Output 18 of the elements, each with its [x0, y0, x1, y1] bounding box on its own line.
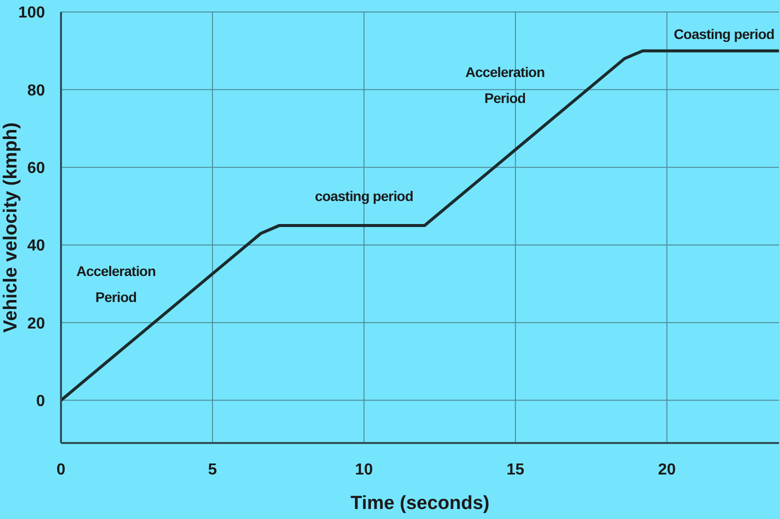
y-tick-label: 20: [27, 315, 46, 332]
annotation: Coasting period: [672, 25, 776, 44]
x-tick-label: 0: [56, 461, 66, 478]
x-tick-label: 15: [506, 461, 524, 478]
x-tick-label: 5: [208, 461, 218, 478]
y-tick-label: 80: [27, 82, 46, 100]
y-tick-label: 40: [27, 238, 46, 255]
y-tick-label: 0: [36, 392, 46, 410]
annotation: Acceleration Period: [464, 63, 546, 108]
x-tick-label: 10: [355, 461, 373, 478]
y-tick-label: 60: [27, 160, 46, 177]
annotation: Acceleration Period: [75, 262, 157, 307]
x-tick-label: 20: [658, 461, 676, 478]
annotation: coasting period: [314, 187, 414, 206]
x-axis-title: Time (seconds): [350, 493, 490, 514]
y-tick-label: 100: [18, 4, 46, 22]
y-axis-title: Vehicle velocity (kmph): [0, 122, 22, 333]
line-series: [61, 49, 779, 402]
